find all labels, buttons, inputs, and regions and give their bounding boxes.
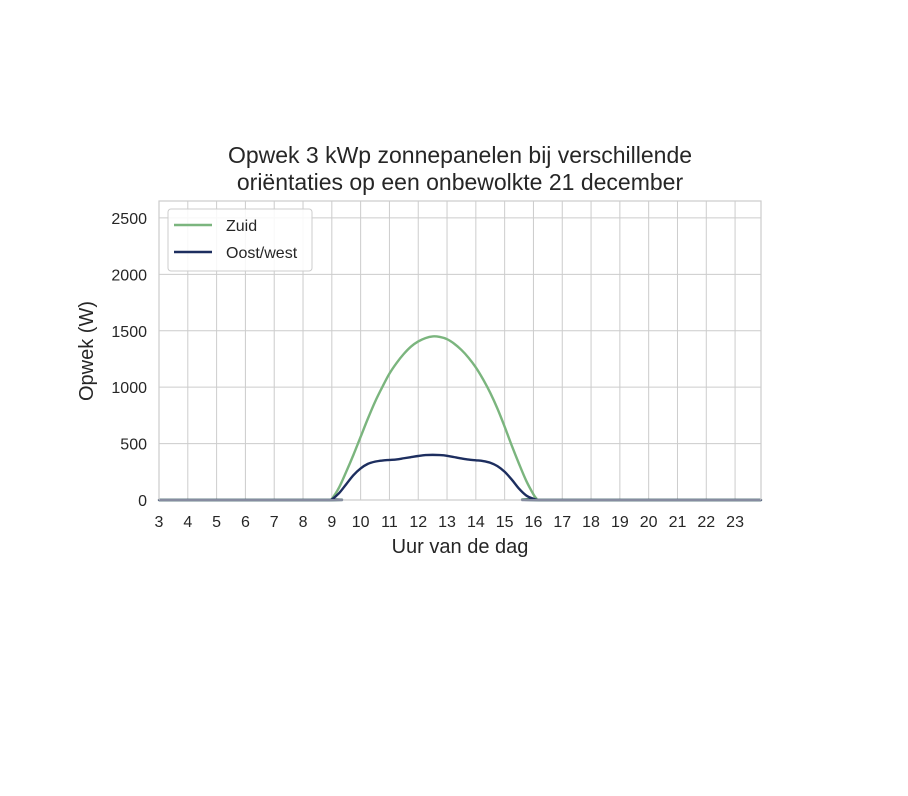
x-tick-label: 10 xyxy=(352,514,370,531)
x-tick-label: 12 xyxy=(409,514,427,531)
y-tick-label: 1000 xyxy=(111,380,147,397)
x-tick-label: 14 xyxy=(467,514,485,531)
x-tick-label: 7 xyxy=(270,514,279,531)
x-tick-label: 16 xyxy=(525,514,543,531)
x-tick-label: 6 xyxy=(241,514,250,531)
x-tick-label: 18 xyxy=(582,514,600,531)
x-axis-label: Uur van de dag xyxy=(392,536,529,558)
y-axis-ticks: 0 500 1000 1500 2000 2500 xyxy=(111,211,147,510)
x-tick-label: 11 xyxy=(381,514,398,531)
y-tick-label: 2500 xyxy=(111,211,147,228)
x-tick-label: 23 xyxy=(726,514,744,531)
chart-title-line-2: oriëntaties op een onbewolkte 21 decembe… xyxy=(237,169,684,195)
x-tick-label: 5 xyxy=(212,514,221,531)
x-tick-label: 3 xyxy=(155,514,164,531)
y-tick-label: 1500 xyxy=(111,324,147,341)
y-tick-label: 2000 xyxy=(111,267,147,284)
plot-frame xyxy=(158,200,762,501)
chart-title: Opwek 3 kWp zonnepanelen bij verschillen… xyxy=(228,142,692,195)
series-line-0 xyxy=(157,335,763,502)
x-axis-ticks: 3 4 5 6 7 8 9 10 11 12 13 14 15 16 17 18 19 20 21 22 23 xyxy=(155,514,745,531)
series-lines xyxy=(157,335,763,502)
legend-label-1: Oost/west xyxy=(226,245,298,262)
x-tick-label: 20 xyxy=(640,514,658,531)
x-tick-label: 19 xyxy=(611,514,629,531)
legend-label-0: Zuid xyxy=(226,218,257,235)
x-tick-label: 17 xyxy=(553,514,571,531)
x-tick-label: 8 xyxy=(299,514,308,531)
x-tick-label: 22 xyxy=(697,514,715,531)
y-axis-label: Opwek (W) xyxy=(76,301,98,401)
chart-title-line-1: Opwek 3 kWp zonnepanelen bij verschillen… xyxy=(228,142,692,168)
legend: Zuid Oost/west xyxy=(167,208,313,272)
x-tick-label: 4 xyxy=(183,514,192,531)
x-tick-label: 9 xyxy=(327,514,336,531)
x-tick-label: 13 xyxy=(438,514,456,531)
series-line-1 xyxy=(157,453,763,502)
y-tick-label: 0 xyxy=(138,493,147,510)
y-tick-label: 500 xyxy=(120,437,147,454)
x-tick-label: 15 xyxy=(496,514,514,531)
x-tick-label: 21 xyxy=(669,514,687,531)
